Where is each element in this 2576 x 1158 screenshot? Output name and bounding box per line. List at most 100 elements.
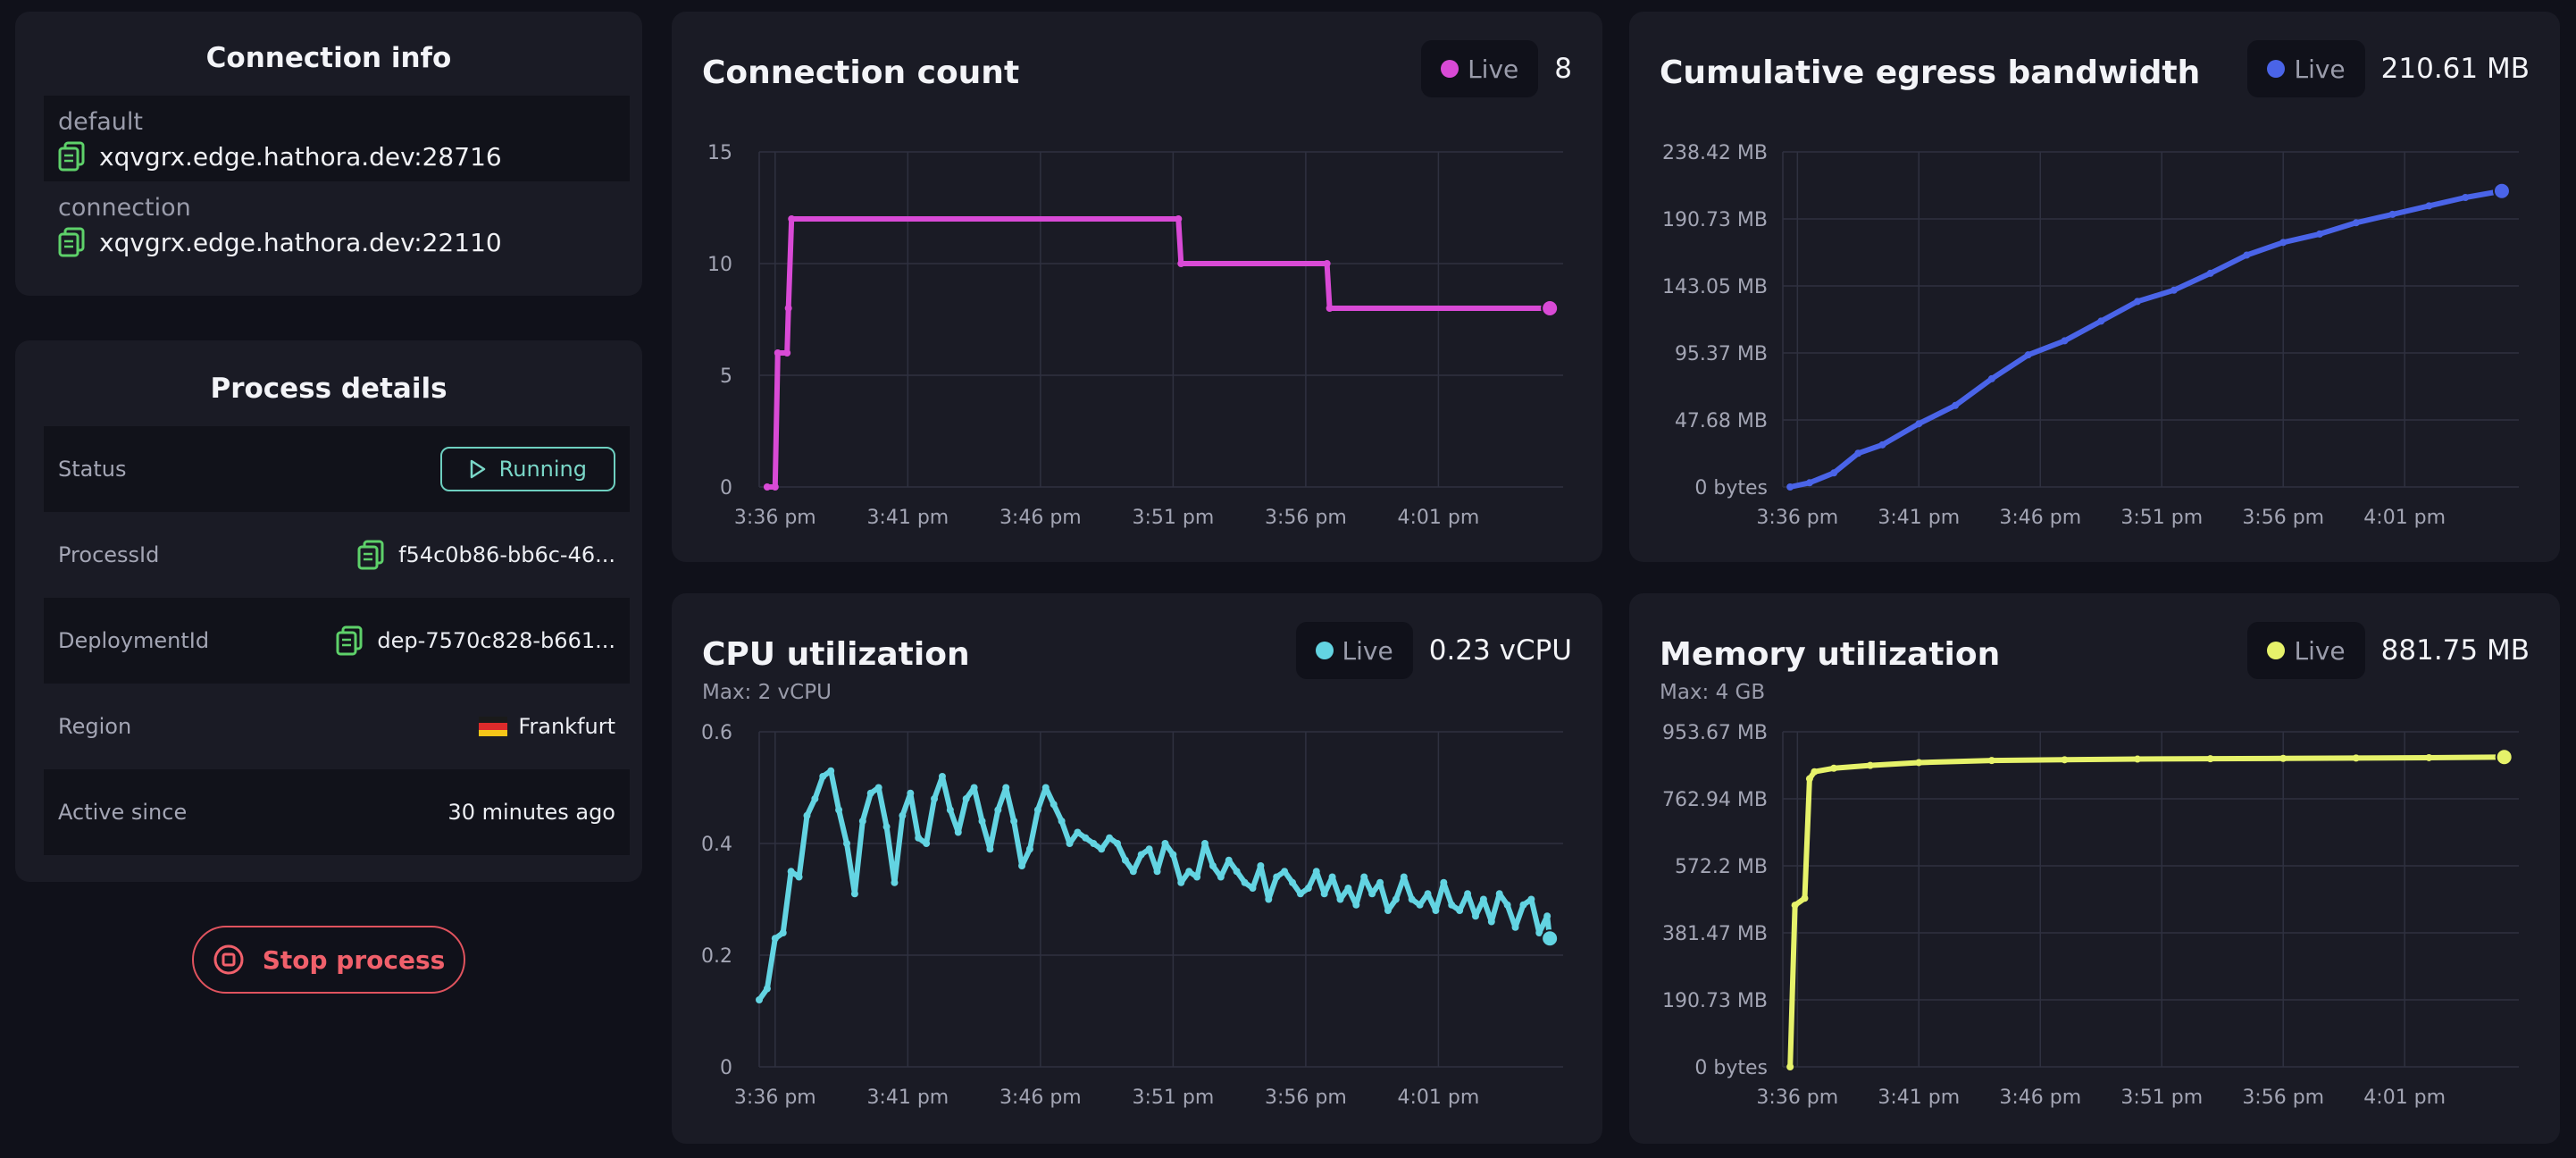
data-point	[2097, 317, 2105, 325]
data-point	[1344, 885, 1352, 892]
data-point	[1915, 420, 1923, 428]
y-tick-label: 47.68 MB	[1675, 410, 1768, 432]
data-point	[1511, 923, 1519, 931]
data-point	[1328, 873, 1336, 881]
data-point	[784, 305, 792, 312]
data-point	[1471, 912, 1479, 920]
data-point	[970, 784, 978, 792]
data-point	[1082, 834, 1090, 842]
data-point	[1854, 449, 1862, 457]
cpu-utilization-chart: 0 0.2 0.4 0.6 3:36 pm 3:41 pm 3:46 pm 3:51 pm 3:…	[701, 722, 1563, 1109]
process-id-value[interactable]: f54c0b86-bb6c-46...	[398, 542, 615, 567]
data-point	[1786, 483, 1794, 491]
status-value: Running	[498, 457, 587, 482]
connection-host-text[interactable]: xqvgrx.edge.hathora.dev:28716	[99, 141, 502, 172]
data-point	[1830, 764, 1838, 772]
x-tick-label: 3:36 pm	[1756, 1087, 1838, 1109]
process-id-value-wrap: f54c0b86-bb6c-46...	[357, 540, 615, 570]
data-point	[978, 818, 986, 825]
data-point	[858, 818, 866, 825]
data-point	[1952, 401, 1960, 409]
x-tick-label: 3:36 pm	[1756, 507, 1838, 529]
data-point	[1503, 901, 1511, 909]
live-indicator: Live 881.75 MB	[2247, 622, 2530, 679]
data-point	[1535, 929, 1543, 936]
copy-icon[interactable]	[357, 540, 384, 570]
data-point	[1177, 878, 1185, 886]
data-point	[1987, 757, 1995, 765]
status-label: Status	[58, 457, 127, 482]
data-point	[938, 773, 946, 780]
data-point	[1161, 840, 1169, 847]
data-point	[1360, 873, 1368, 881]
chart-title: Memory utilization	[1660, 636, 2001, 673]
live-label: Live	[1468, 54, 1519, 84]
copy-icon[interactable]	[58, 227, 85, 257]
data-point	[1289, 878, 1297, 886]
y-tick-label: 381.47 MB	[1662, 923, 1768, 945]
x-tick-label: 3:46 pm	[1999, 507, 2081, 529]
live-indicator: Live 210.61 MB	[2247, 40, 2530, 97]
data-point	[899, 811, 907, 819]
deployment-id-value[interactable]: dep-7570c828-b661...	[377, 628, 615, 653]
data-point	[1090, 840, 1098, 847]
data-point	[1987, 374, 1995, 382]
data-point	[866, 789, 874, 797]
data-point	[1448, 901, 1456, 909]
x-tick-label: 4:01 pm	[2363, 1087, 2446, 1109]
data-point	[1801, 894, 1809, 902]
connection-row-connection: connection xqvgrx.edge.hathora.dev:22110	[44, 181, 630, 267]
data-point	[2352, 219, 2360, 227]
data-point	[1495, 890, 1503, 898]
stop-process-label[interactable]: Stop process	[262, 944, 446, 975]
data-point	[1326, 305, 1334, 312]
data-point	[2243, 251, 2251, 259]
data-point	[1878, 441, 1886, 449]
data-point	[994, 806, 1002, 814]
data-point	[1830, 469, 1838, 477]
chart-subtitle: Max: 2 vCPU	[702, 681, 832, 704]
data-point	[788, 215, 796, 222]
copy-icon[interactable]	[336, 625, 363, 656]
x-tick-label: 3:56 pm	[1265, 507, 1347, 529]
live-dot	[2267, 642, 2286, 659]
copy-icon[interactable]	[58, 141, 85, 172]
x-tick-label: 3:41 pm	[1878, 1087, 1960, 1109]
data-point	[2061, 337, 2069, 345]
data-point	[962, 795, 970, 802]
x-tick-label: 3:41 pm	[866, 507, 949, 529]
data-point	[1392, 895, 1400, 903]
series-line	[757, 768, 1553, 1003]
connection-info-title: Connection info	[205, 42, 452, 74]
data-point	[915, 834, 923, 842]
connection-host-text[interactable]: xqvgrx.edge.hathora.dev:22110	[99, 227, 502, 257]
status-badge: Running	[439, 447, 615, 491]
data-point	[1010, 818, 1018, 825]
stop-process-button[interactable]: Stop process	[192, 926, 465, 994]
connection-count-chart: 0 5 10 15 3:36 pm 3:41 pm 3:46 pm 3:51 pm 3:56 p…	[707, 142, 1563, 529]
deployment-id-row: DeploymentId dep-7570c828-b661...	[44, 598, 630, 684]
data-point	[795, 873, 803, 881]
y-tick-label: 15	[707, 142, 732, 164]
data-point	[1400, 873, 1408, 881]
live-badge: Live	[1295, 622, 1413, 679]
data-point	[1320, 890, 1328, 898]
data-point	[1033, 806, 1041, 814]
data-point	[1209, 862, 1217, 869]
y-tick-label: 0.2	[701, 945, 732, 968]
data-point	[1440, 878, 1448, 886]
x-tick-label: 3:41 pm	[866, 1087, 949, 1109]
y-tick-label: 0	[720, 477, 732, 499]
data-point	[2279, 754, 2287, 762]
data-point	[835, 806, 843, 814]
live-badge: Live	[1421, 40, 1539, 97]
live-value: 0.23 vCPU	[1428, 634, 1572, 667]
data-point	[1050, 801, 1058, 809]
data-point	[1786, 1063, 1794, 1070]
data-point	[1041, 784, 1050, 792]
data-point	[787, 868, 795, 876]
live-indicator: Live 8	[1421, 40, 1572, 97]
live-indicator: Live 0.23 vCPU	[1295, 622, 1572, 679]
live-dot	[2267, 60, 2286, 78]
data-point	[1025, 845, 1033, 853]
